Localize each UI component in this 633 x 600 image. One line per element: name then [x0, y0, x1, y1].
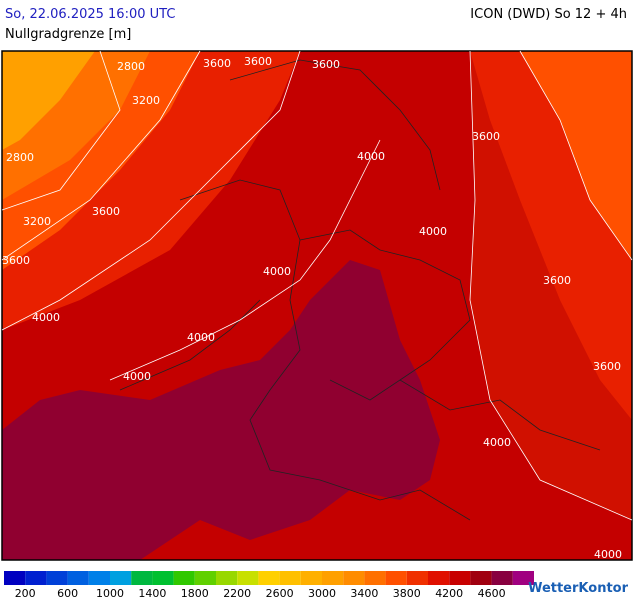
- colorbar-swatch: [152, 571, 174, 585]
- colorbar-swatch: [25, 571, 47, 585]
- colorbar-swatch: [406, 571, 428, 585]
- colorbar-swatch: [67, 571, 89, 585]
- contour-label: 4000: [357, 150, 385, 163]
- colorbar-label: 200: [15, 587, 36, 600]
- colorbar-label: 3000: [308, 587, 336, 600]
- colorbar-swatch: [428, 571, 450, 585]
- colorbar-label: 3400: [350, 587, 378, 600]
- model: ICON (DWD) So 12 + 4h: [470, 7, 627, 22]
- colorbar-label: 1800: [181, 587, 209, 600]
- contour-label: 2800: [117, 60, 145, 73]
- colorbar-label: 2200: [223, 587, 251, 600]
- colorbar-swatch: [364, 571, 386, 585]
- colorbar-swatch: [300, 571, 322, 585]
- contour-label: 3600: [593, 360, 621, 373]
- datetime: So, 22.06.2025 16:00 UTC: [5, 7, 175, 22]
- colorbar-label: 600: [57, 587, 78, 600]
- contour-label: 2800: [6, 151, 34, 164]
- colorbar-swatch: [216, 571, 238, 585]
- colorbar-swatch: [4, 571, 26, 585]
- contour-label: 4000: [187, 331, 215, 344]
- colorbar-swatch: [449, 571, 471, 585]
- colorbar-swatch: [110, 571, 132, 585]
- contour-label: 3600: [203, 57, 231, 70]
- contour-label: 3200: [132, 94, 160, 107]
- colorbar-swatch: [237, 571, 259, 585]
- colorbar-swatch: [343, 571, 365, 585]
- colorbar-swatch: [279, 571, 301, 585]
- contour-label: 3200: [23, 215, 51, 228]
- contour-label: 4000: [594, 548, 622, 561]
- colorbar-label: 4200: [435, 587, 463, 600]
- colorbar-swatch: [46, 571, 68, 585]
- contour-label: 3600: [312, 58, 340, 71]
- colorbar-label: 3800: [393, 587, 421, 600]
- colorbar-swatch: [512, 571, 534, 585]
- colorbar-label: 2600: [266, 587, 294, 600]
- colorbar-label: 4600: [478, 587, 506, 600]
- colorbar-label: 1400: [138, 587, 166, 600]
- colorbar-swatch: [258, 571, 280, 585]
- colorbar-swatch: [470, 571, 492, 585]
- colorbar-label: 1000: [96, 587, 124, 600]
- contour-label: 3600: [92, 205, 120, 218]
- contour-label: 3600: [2, 254, 30, 267]
- contour-label: 4000: [483, 436, 511, 449]
- map: [1, 50, 633, 561]
- colorbar-swatch: [88, 571, 110, 585]
- contour-label: 3600: [472, 130, 500, 143]
- contour-label: 4000: [263, 265, 291, 278]
- contour-label: 3600: [244, 55, 272, 68]
- colorbar-swatch: [385, 571, 407, 585]
- contour-label: 4000: [419, 225, 447, 238]
- colorbar-swatch: [131, 571, 153, 585]
- parameter: Nullgradgrenze [m]: [5, 27, 131, 42]
- contour-label: 3600: [543, 274, 571, 287]
- colorbar-swatch: [491, 571, 513, 585]
- colorbar-swatch: [322, 571, 344, 585]
- logo: WetterKontor: [528, 581, 629, 596]
- colorbar-swatch: [173, 571, 195, 585]
- contour-label: 4000: [123, 370, 151, 383]
- colorbar-swatch: [194, 571, 216, 585]
- contour-label: 4000: [32, 311, 60, 324]
